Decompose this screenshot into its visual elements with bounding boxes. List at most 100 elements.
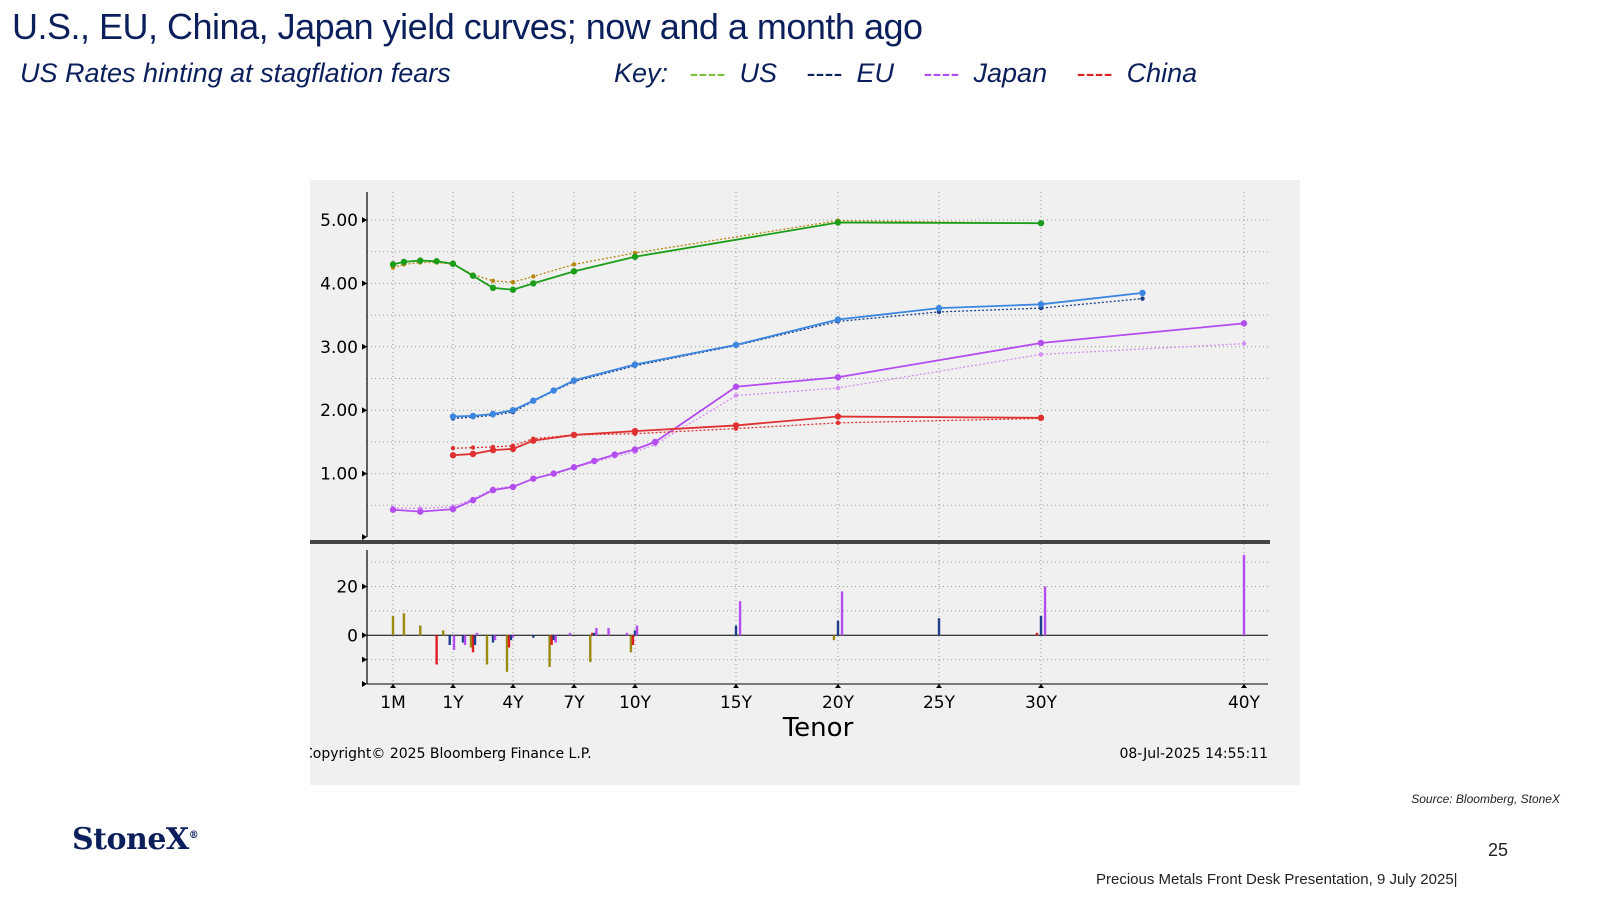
series-prior-point bbox=[571, 262, 577, 267]
series-current-point bbox=[449, 505, 457, 513]
x-tick-mark bbox=[835, 684, 841, 688]
change-bar bbox=[552, 635, 555, 641]
change-bar bbox=[471, 635, 475, 653]
axis-labels: 5.00 4.00 3.00 2.00 1.00 20 0 1M 1Y 4Y 7Y 10Y 15Y 20Y… bbox=[320, 211, 1260, 713]
series-current-line bbox=[452, 415, 1042, 457]
key-item-us: ---- US bbox=[690, 58, 777, 88]
y-tick-mark bbox=[362, 470, 367, 477]
x-tick-label: 7Y bbox=[563, 693, 585, 713]
change-bar bbox=[473, 635, 477, 646]
timestamp-text: 08-Jul-2025 14:55:11 bbox=[1119, 746, 1268, 762]
source-note: Source: Bloomberg, StoneX bbox=[1411, 792, 1560, 806]
series-prior-point bbox=[470, 445, 476, 450]
y-tick-mark-lower bbox=[362, 583, 367, 590]
series-current-point bbox=[509, 483, 517, 491]
series-current-point bbox=[611, 451, 618, 458]
key-item-china: ---- China bbox=[1077, 58, 1198, 88]
series-current-point bbox=[530, 475, 537, 482]
key-item-japan: ---- Japan bbox=[924, 58, 1048, 88]
change-bar bbox=[589, 635, 592, 663]
y-tick-label-lower: 20 bbox=[336, 578, 358, 598]
series-current-point bbox=[591, 457, 598, 465]
series-lines bbox=[389, 218, 1248, 515]
series-current-point bbox=[509, 407, 517, 414]
key-label-eu: EU bbox=[856, 58, 895, 88]
change-bar bbox=[485, 635, 489, 665]
change-bar bbox=[550, 635, 553, 646]
key-dash-us: ---- bbox=[689, 58, 726, 88]
x-tick-mark bbox=[510, 684, 516, 688]
series-current-point bbox=[834, 219, 842, 226]
change-bar bbox=[491, 635, 495, 643]
x-tick-mark bbox=[1038, 684, 1044, 688]
series-current-point bbox=[509, 445, 517, 453]
series-prior-point bbox=[1038, 352, 1044, 357]
x-tick-label: 15Y bbox=[720, 693, 753, 713]
series-prior-point bbox=[1241, 341, 1247, 346]
series-current-point bbox=[417, 508, 424, 515]
series-current-point bbox=[732, 422, 740, 429]
series-current-point bbox=[732, 341, 740, 349]
change-bar bbox=[625, 632, 629, 636]
x-tick-label: 4Y bbox=[502, 693, 524, 713]
change-bar bbox=[591, 632, 594, 636]
y-tick-label: 1.00 bbox=[320, 465, 358, 485]
change-bar bbox=[469, 635, 473, 648]
change-bar bbox=[532, 635, 535, 638]
series-current-point bbox=[469, 497, 477, 504]
series-current-point bbox=[550, 470, 557, 477]
series-current-point bbox=[570, 377, 578, 384]
series-prior-point bbox=[490, 278, 496, 284]
x-tick-mark bbox=[390, 684, 396, 688]
x-tick-mark bbox=[936, 684, 942, 688]
y-tick-mark bbox=[362, 280, 367, 287]
series-current-point bbox=[469, 450, 477, 458]
change-bar bbox=[507, 635, 511, 648]
series-current-point bbox=[433, 258, 440, 265]
change-bar bbox=[1035, 632, 1039, 636]
y-tick-mark bbox=[362, 407, 367, 414]
slide-subtitle: US Rates hinting at stagflation fears bbox=[20, 58, 451, 88]
y-tick-mark bbox=[362, 534, 367, 540]
series-current-point bbox=[530, 397, 537, 404]
series-current-point bbox=[530, 437, 537, 444]
series-current-point bbox=[509, 286, 517, 293]
logo-text: StoneX bbox=[72, 822, 189, 857]
series-current-point bbox=[631, 361, 639, 368]
x-tick-mark bbox=[733, 684, 739, 688]
series-current-point bbox=[834, 316, 842, 323]
change-bar bbox=[548, 635, 551, 667]
chart-svg: 5.00 4.00 3.00 2.00 1.00 20 0 1M 1Y 4Y 7Y 10Y 15Y 20Y… bbox=[310, 192, 1270, 762]
key-item-eu: ---- EU bbox=[807, 58, 894, 88]
series-prior-point bbox=[450, 446, 456, 451]
series-prior-line bbox=[452, 297, 1143, 420]
change-bar bbox=[1242, 554, 1246, 636]
change-bar bbox=[595, 627, 598, 636]
series-current-point bbox=[1037, 301, 1045, 308]
series-current-point bbox=[570, 464, 578, 471]
stonex-logo: StoneX® bbox=[72, 822, 199, 857]
series-current-point bbox=[489, 284, 497, 292]
y-tick-mark bbox=[362, 217, 367, 223]
change-bar bbox=[734, 625, 738, 636]
series-current-point bbox=[489, 486, 497, 494]
y-tick-mark-lower bbox=[362, 656, 367, 663]
series-current-point bbox=[834, 413, 842, 420]
logo-mark: ® bbox=[188, 830, 199, 841]
x-axis-title: Tenor bbox=[782, 713, 854, 743]
series-current-point bbox=[389, 506, 397, 513]
series-current-point bbox=[1037, 339, 1045, 347]
series-current-point bbox=[834, 374, 842, 381]
series-current-point bbox=[1037, 414, 1045, 422]
change-bar bbox=[836, 620, 840, 636]
x-tick-label: 1M bbox=[380, 693, 405, 713]
series-current-point bbox=[652, 438, 659, 446]
copyright-text: Copyright© 2025 Bloomberg Finance L.P. bbox=[310, 746, 592, 762]
change-bar bbox=[419, 625, 422, 636]
change-bar bbox=[452, 635, 456, 650]
series-current-point bbox=[417, 257, 424, 264]
x-tick-label: 30Y bbox=[1025, 693, 1058, 713]
change-bar bbox=[441, 630, 445, 636]
y-tick-label: 3.00 bbox=[320, 338, 358, 358]
series-current-point bbox=[469, 272, 477, 279]
